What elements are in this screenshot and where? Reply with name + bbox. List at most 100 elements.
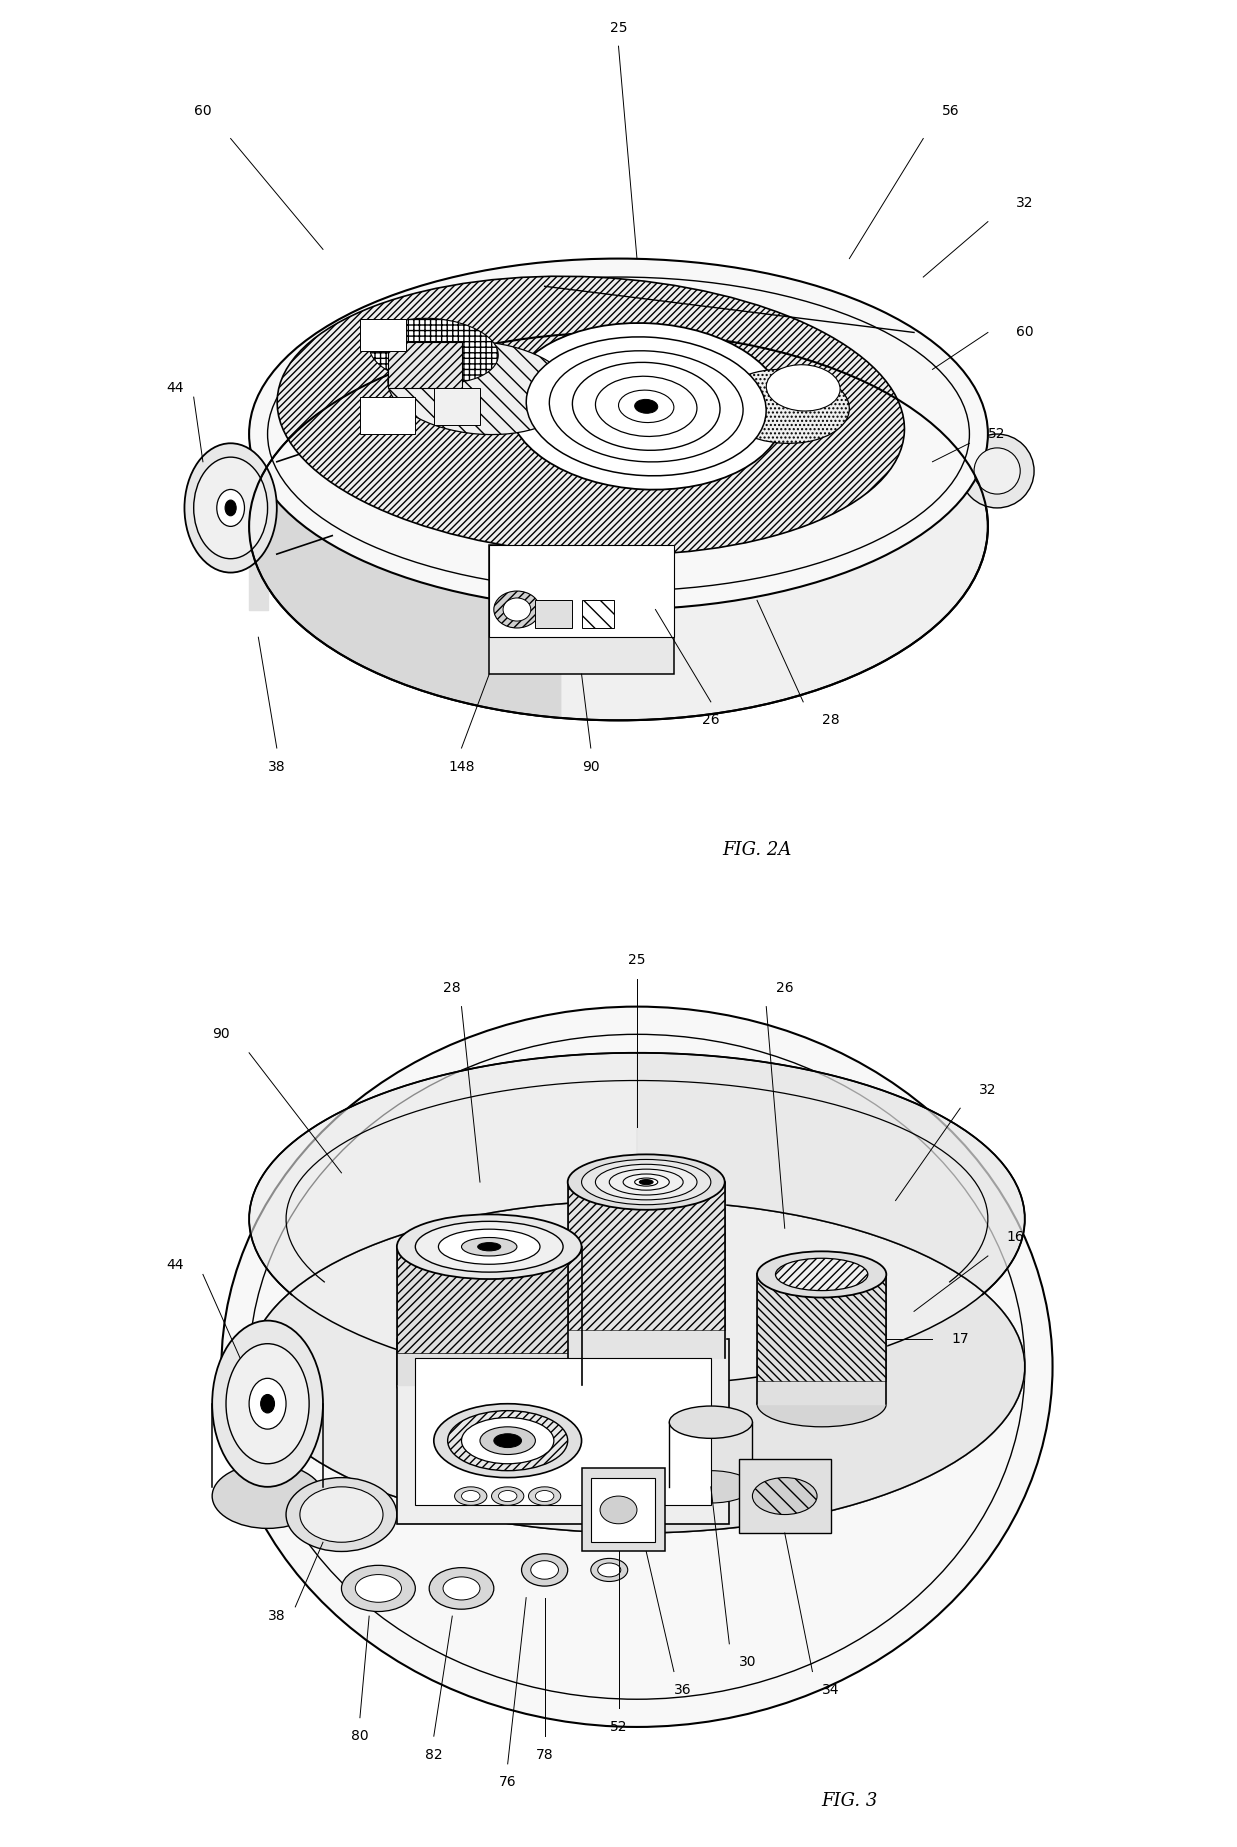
Ellipse shape xyxy=(499,1491,517,1502)
Polygon shape xyxy=(568,1182,725,1358)
Ellipse shape xyxy=(388,342,571,434)
Text: FIG. 3: FIG. 3 xyxy=(821,1792,877,1810)
Text: 17: 17 xyxy=(951,1332,969,1346)
Text: 32: 32 xyxy=(980,1082,997,1097)
Ellipse shape xyxy=(491,1487,523,1505)
Ellipse shape xyxy=(434,1404,581,1478)
Ellipse shape xyxy=(341,1566,416,1611)
Text: 80: 80 xyxy=(351,1729,369,1744)
Text: FIG. 2A: FIG. 2A xyxy=(722,840,792,859)
Text: 148: 148 xyxy=(448,759,475,774)
Ellipse shape xyxy=(568,1330,725,1385)
Ellipse shape xyxy=(355,1574,402,1601)
Polygon shape xyxy=(637,1053,1024,1533)
Text: 90: 90 xyxy=(581,759,600,774)
Text: 38: 38 xyxy=(268,1609,286,1624)
Text: 34: 34 xyxy=(823,1683,840,1697)
Ellipse shape xyxy=(249,1378,286,1430)
Ellipse shape xyxy=(429,1568,494,1609)
Bar xyxy=(489,545,674,637)
Text: 16: 16 xyxy=(1007,1230,1024,1245)
Text: 44: 44 xyxy=(167,380,184,395)
Text: 60: 60 xyxy=(194,103,212,118)
Text: 28: 28 xyxy=(443,981,461,996)
Ellipse shape xyxy=(618,390,674,423)
Bar xyxy=(397,1339,730,1524)
Ellipse shape xyxy=(757,1382,887,1426)
Text: 82: 82 xyxy=(426,1747,443,1762)
Ellipse shape xyxy=(416,1221,563,1273)
Text: 52: 52 xyxy=(988,427,1006,441)
Text: 32: 32 xyxy=(1016,196,1034,211)
Text: 76: 76 xyxy=(499,1775,517,1790)
Text: 52: 52 xyxy=(610,1720,627,1734)
Polygon shape xyxy=(249,1053,637,1533)
Ellipse shape xyxy=(960,434,1034,508)
Ellipse shape xyxy=(461,1418,554,1463)
Ellipse shape xyxy=(522,1553,568,1587)
Ellipse shape xyxy=(494,1433,522,1448)
Ellipse shape xyxy=(669,1406,752,1439)
Ellipse shape xyxy=(454,1487,487,1505)
Ellipse shape xyxy=(610,1169,683,1195)
Ellipse shape xyxy=(494,591,541,628)
Ellipse shape xyxy=(549,351,743,462)
Ellipse shape xyxy=(226,1345,309,1463)
Polygon shape xyxy=(757,1274,887,1404)
Ellipse shape xyxy=(595,377,696,436)
Ellipse shape xyxy=(448,1411,568,1470)
Ellipse shape xyxy=(974,447,1021,495)
Ellipse shape xyxy=(635,399,658,414)
Ellipse shape xyxy=(397,1352,581,1418)
Bar xyxy=(360,318,406,351)
Bar xyxy=(738,1459,831,1533)
Text: 78: 78 xyxy=(536,1747,553,1762)
Bar xyxy=(581,600,614,628)
Ellipse shape xyxy=(536,1491,554,1502)
Text: 38: 38 xyxy=(268,759,286,774)
Ellipse shape xyxy=(249,332,988,720)
Text: 44: 44 xyxy=(167,1258,184,1273)
Bar xyxy=(591,1478,656,1542)
Ellipse shape xyxy=(597,1563,621,1577)
Ellipse shape xyxy=(508,323,784,489)
Ellipse shape xyxy=(261,1394,275,1413)
Ellipse shape xyxy=(461,1237,517,1256)
Ellipse shape xyxy=(720,369,850,443)
Ellipse shape xyxy=(213,1321,323,1487)
Ellipse shape xyxy=(640,1180,653,1184)
Ellipse shape xyxy=(776,1258,868,1291)
Polygon shape xyxy=(397,1247,581,1385)
Ellipse shape xyxy=(591,1559,627,1581)
Bar xyxy=(416,1358,711,1505)
Ellipse shape xyxy=(184,443,277,573)
Ellipse shape xyxy=(443,1577,480,1600)
Ellipse shape xyxy=(213,1463,323,1529)
Ellipse shape xyxy=(277,277,904,554)
Ellipse shape xyxy=(477,1243,501,1250)
Text: 60: 60 xyxy=(1016,325,1034,340)
Ellipse shape xyxy=(299,1487,383,1542)
Ellipse shape xyxy=(194,456,267,558)
Ellipse shape xyxy=(669,1470,752,1503)
Ellipse shape xyxy=(526,336,766,477)
Ellipse shape xyxy=(286,1478,397,1551)
Bar xyxy=(536,600,573,628)
Ellipse shape xyxy=(635,1178,658,1186)
Polygon shape xyxy=(249,260,560,718)
Ellipse shape xyxy=(573,362,720,451)
Ellipse shape xyxy=(528,1487,560,1505)
Ellipse shape xyxy=(225,501,236,515)
Ellipse shape xyxy=(249,259,988,610)
Ellipse shape xyxy=(221,1007,1053,1727)
Ellipse shape xyxy=(623,1175,669,1189)
Ellipse shape xyxy=(600,1496,637,1524)
Bar xyxy=(360,397,416,434)
Ellipse shape xyxy=(752,1478,818,1515)
Text: 25: 25 xyxy=(628,953,646,968)
Text: 90: 90 xyxy=(213,1027,230,1042)
Text: 28: 28 xyxy=(823,713,840,728)
Ellipse shape xyxy=(595,1164,696,1201)
Ellipse shape xyxy=(397,1215,581,1278)
Ellipse shape xyxy=(568,1154,725,1210)
